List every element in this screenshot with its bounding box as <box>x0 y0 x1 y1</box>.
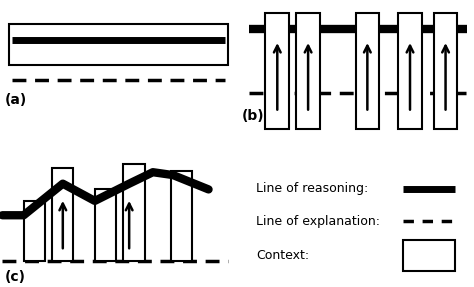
Bar <box>398 13 422 129</box>
Bar <box>265 13 289 129</box>
Bar <box>95 189 116 261</box>
Bar <box>123 164 145 261</box>
Bar <box>171 171 192 261</box>
Text: Context:: Context: <box>256 249 309 262</box>
Bar <box>296 13 320 129</box>
Text: (c): (c) <box>5 270 26 284</box>
Text: Line of explanation:: Line of explanation: <box>256 215 380 228</box>
Text: (a): (a) <box>5 93 27 107</box>
Text: (b): (b) <box>242 109 264 123</box>
Bar <box>403 240 455 271</box>
Bar <box>434 13 457 129</box>
Bar <box>356 13 379 129</box>
Bar <box>9 24 228 65</box>
Text: Line of reasoning:: Line of reasoning: <box>256 182 368 195</box>
Bar <box>52 168 73 261</box>
Bar <box>24 201 45 261</box>
